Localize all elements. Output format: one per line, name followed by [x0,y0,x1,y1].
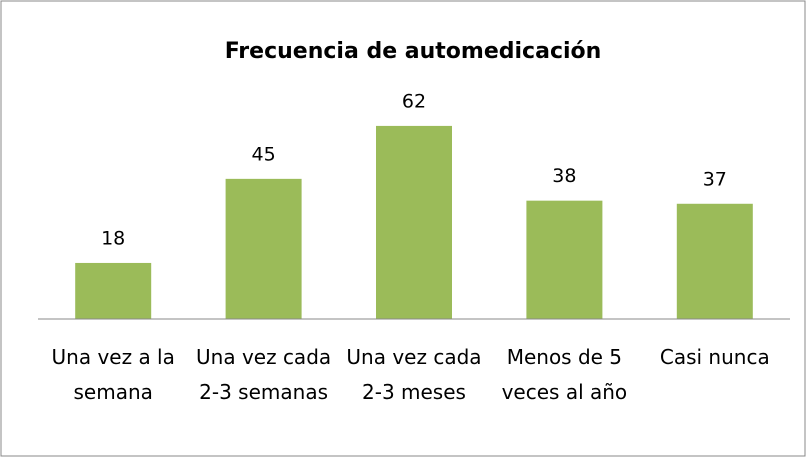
bar [225,178,302,319]
x-tick-label: Menos de 5 veces al año [501,345,628,404]
x-tick-label: Una vez cada 2-3 meses [346,345,482,404]
bar [75,262,152,319]
data-label: 45 [252,143,276,165]
x-tick-label: Una vez cada 2-3 semanas [196,345,332,404]
data-label: 38 [552,165,576,187]
bar [376,125,452,320]
chart-title: Frecuencia de automedicación [225,39,602,64]
bar [526,200,603,319]
bar [676,203,753,319]
data-label: 62 [402,90,426,112]
data-label: 18 [101,227,125,249]
x-tick-label: Casi nunca [659,345,770,369]
data-label: 37 [703,168,727,190]
x-tick-label: Una vez a la semana [51,345,175,404]
